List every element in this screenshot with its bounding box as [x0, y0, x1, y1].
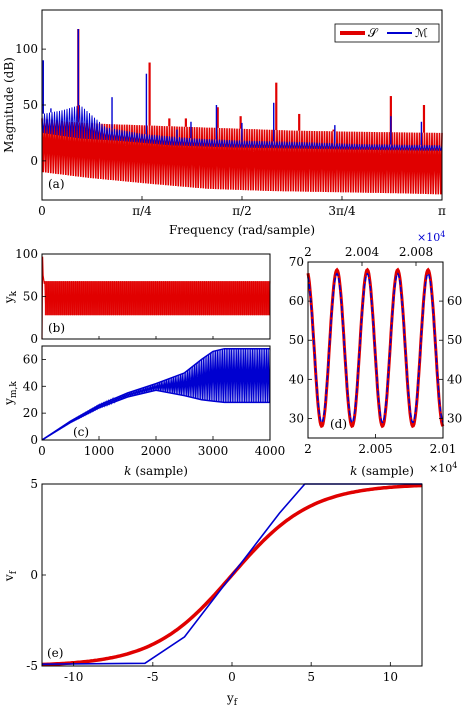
series-blue-wave — [307, 272, 444, 424]
panel-e-label: (e) — [47, 646, 63, 660]
panel-e: -10 -5 0 5 10 -5 0 5 (e) yf vf — [2, 477, 423, 708]
series-red-wave — [306, 267, 445, 429]
x-tick-label: 10 — [383, 670, 398, 684]
x-tick-label: 3π/4 — [328, 204, 356, 218]
x-tick-label: -5 — [147, 670, 159, 684]
y-tick-label: 0 — [30, 332, 38, 346]
panel-d: 2 2.005 2.012 2.004 2.008304050607030405060 … — [289, 230, 463, 478]
panel-c-xlabel: k (sample) — [124, 464, 188, 478]
y-tick-label: 0 — [30, 568, 38, 582]
x-tick-label: 0 — [38, 204, 46, 218]
y-tick-label: 100 — [15, 247, 38, 261]
x-tick-label: π/2 — [232, 204, 252, 218]
legend-label-m: ℳ — [415, 26, 428, 40]
panel-c-label: (c) — [73, 425, 89, 439]
y-tick-label: 50 — [23, 290, 38, 304]
panel-b-ylabel: yk — [2, 290, 19, 304]
y-tick-left-label: 40 — [289, 372, 304, 386]
y-tick-right-label: 50 — [447, 333, 462, 347]
y-tick-right-label: 30 — [447, 411, 462, 425]
panel-d-xlabel: k (sample) — [350, 464, 414, 478]
x-tick-label: 0 — [38, 444, 46, 458]
legend: 𝒮 ℳ — [334, 23, 440, 43]
y-tick-left-label: 70 — [289, 255, 304, 269]
y-tick-left-label: 60 — [289, 294, 304, 308]
legend-label-s: 𝒮 — [368, 26, 379, 40]
y-tick-left-label: 30 — [289, 411, 304, 425]
x-tick-label: 4000 — [255, 444, 286, 458]
y-tick-left-label: 50 — [289, 333, 304, 347]
panel-a-xlabel: Frequency (rad/sample) — [169, 223, 315, 237]
x-tick-bottom-label: 2.01 — [430, 442, 457, 456]
panel-b: 0 50 100 (b) yk — [2, 247, 271, 346]
x-tick-top-label: 2.004 — [345, 245, 380, 259]
y-tick-label: 0 — [30, 154, 38, 168]
x-tick-label: π/4 — [132, 204, 152, 218]
x-tick-bottom-label: 2.005 — [358, 442, 392, 456]
panel-d-exponent-top: ×104 — [417, 230, 445, 244]
panel-d-exponent-bottom: ×104 — [429, 461, 457, 475]
panel-e-ylabel: vf — [2, 570, 19, 582]
panel-a-label: (a) — [48, 177, 65, 191]
x-tick-label: 5 — [307, 670, 315, 684]
x-tick-top-label: 2 — [304, 245, 312, 259]
series-blue-curve — [41, 483, 422, 665]
y-tick-label: 5 — [30, 477, 38, 491]
series-blue-upper — [41, 347, 270, 441]
y-tick-right-label: 40 — [447, 372, 462, 386]
series-red-fill — [44, 281, 270, 316]
y-tick-label: 60 — [23, 352, 38, 366]
x-tick-label: π — [438, 204, 446, 218]
y-tick-label: 20 — [23, 406, 38, 420]
y-tick-label: -5 — [26, 659, 38, 673]
x-tick-label: 0 — [228, 670, 236, 684]
panel-c-ylabel: ym,k — [2, 381, 19, 406]
panel-b-label: (b) — [48, 321, 65, 335]
x-tick-label: 1000 — [84, 444, 115, 458]
panel-e-xlabel: yf — [226, 691, 238, 708]
y-tick-right-label: 60 — [447, 294, 462, 308]
series-blue-band — [41, 105, 443, 151]
y-tick-label: 100 — [15, 42, 38, 56]
panel-a-ylabel: Magnitude (dB) — [2, 57, 16, 153]
x-tick-top-label: 2.008 — [399, 245, 433, 259]
x-tick-label: 3000 — [198, 444, 229, 458]
series-blue-lower — [41, 389, 270, 441]
panel-a: 0 π/4 π/2 3π/4 π 0 50 100 𝒮 ℳ (a) Frequency (ra… — [2, 9, 446, 237]
x-tick-bottom-label: 2 — [304, 442, 312, 456]
x-tick-label: 2000 — [141, 444, 172, 458]
panel-d-label: (d) — [330, 417, 347, 431]
y-tick-label: 0 — [30, 433, 38, 447]
y-tick-label: 40 — [23, 379, 38, 393]
y-tick-label: 50 — [23, 98, 38, 112]
x-tick-label: -10 — [64, 670, 83, 684]
